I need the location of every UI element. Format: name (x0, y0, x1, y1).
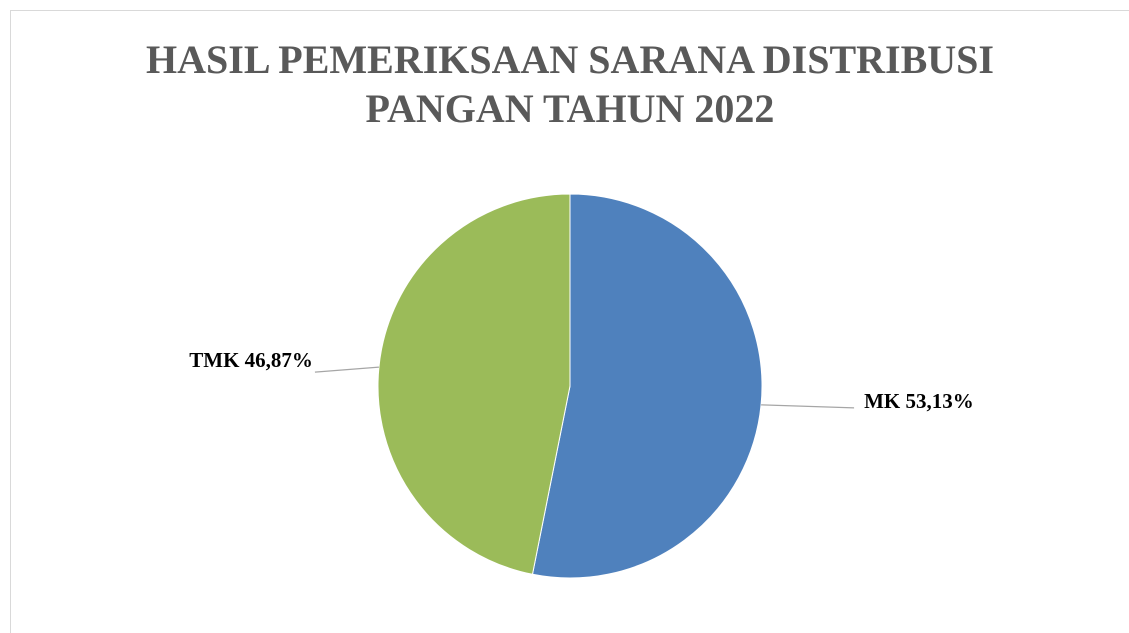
chart-title: PANGAN TAHUN 2022 (366, 86, 775, 131)
data-label: MK 53,13% (864, 389, 974, 413)
value-label: 53,13% (905, 389, 973, 413)
chart-frame (10, 10, 1129, 633)
category-label: TMK (189, 348, 240, 372)
data-label: TMK 46,87% (189, 348, 313, 372)
chart-title: HASIL PEMERIKSAAN SARANA DISTRIBUSI (146, 37, 994, 82)
leader-line (761, 404, 855, 409)
pie-slice (377, 193, 571, 575)
value-label: 46,87% (245, 348, 313, 372)
leader-line (314, 366, 379, 373)
category-label: MK (864, 389, 901, 413)
